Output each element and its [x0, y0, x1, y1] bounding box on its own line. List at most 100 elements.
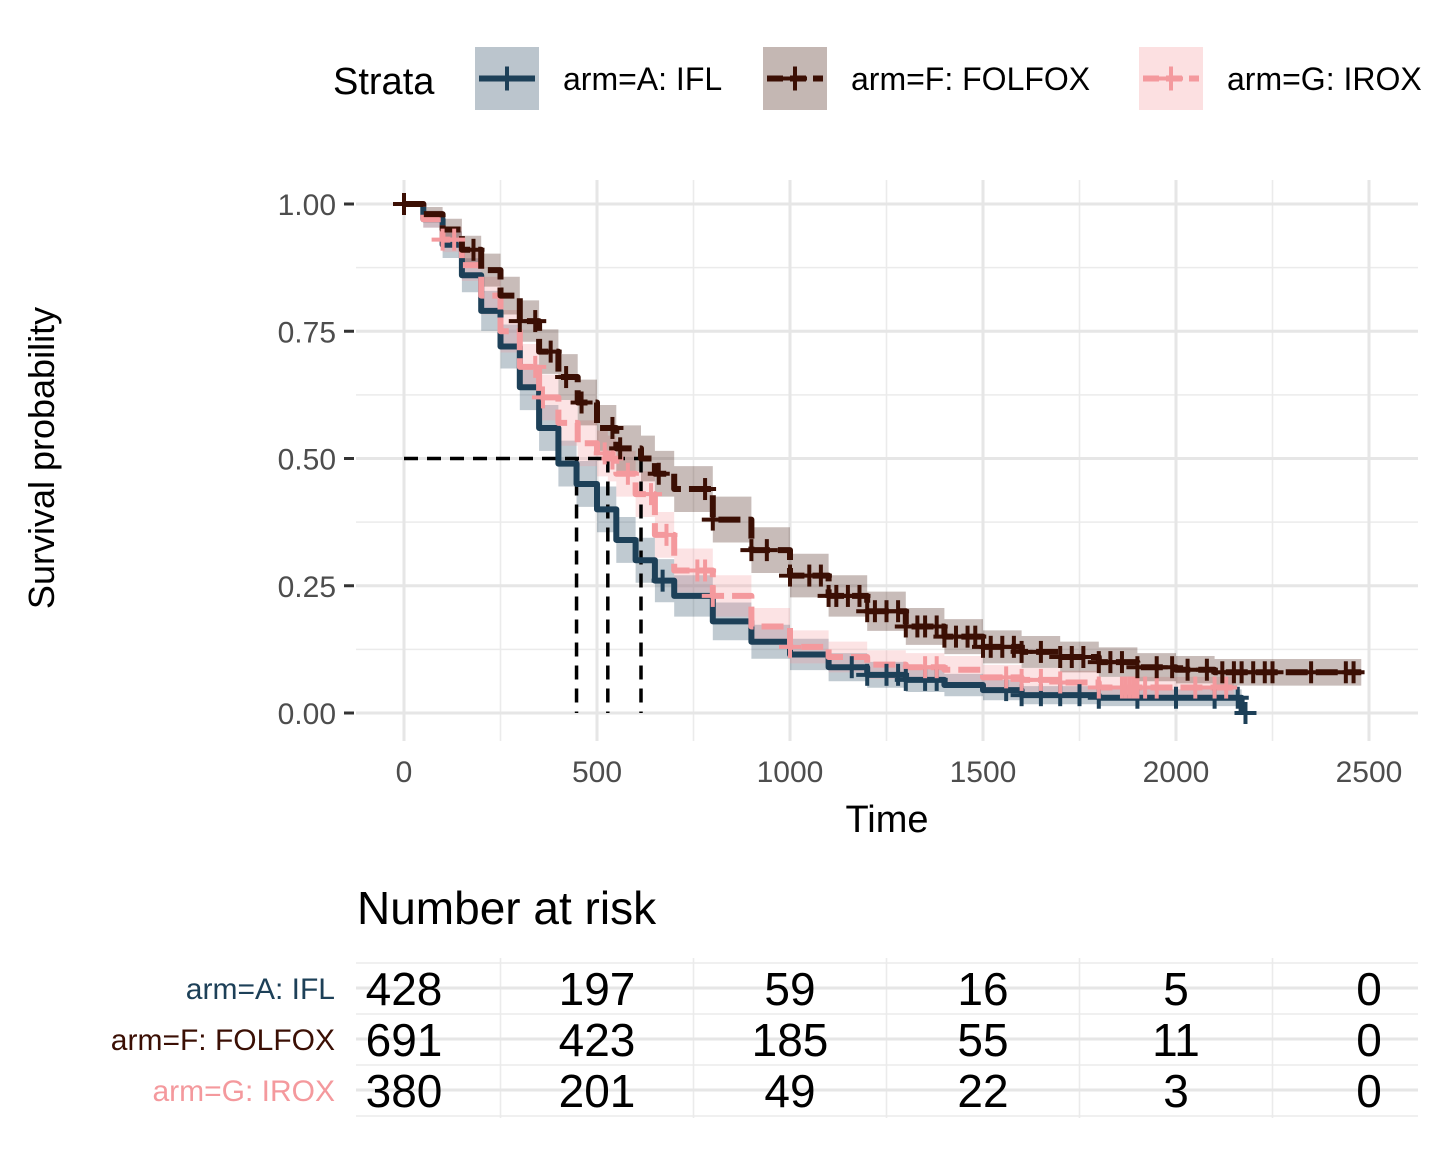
- risk-value: 49: [764, 1065, 815, 1117]
- censor-mark-arm-a-ifl: [1226, 686, 1249, 709]
- risk-table: Number at risk arm=A: IFL 428 197 59 16 5 0arm…: [111, 882, 1418, 1118]
- legend-item-arm-g-irox: arm=G: IROX: [1139, 47, 1422, 110]
- censor-mark-arm-f-folfox: [1261, 661, 1284, 684]
- x-tick-label: 0: [396, 756, 413, 789]
- risk-row-arm-a-ifl: arm=A: IFL 428 197 59 16 5 0: [186, 963, 1382, 1015]
- censor-mark-arm-g-irox: [779, 635, 801, 658]
- risk-table-title: Number at risk: [357, 882, 657, 934]
- risk-value: 0: [1356, 1014, 1382, 1066]
- censor-mark-arm-f-folfox: [609, 437, 632, 460]
- censor-mark-arm-g-irox: [1215, 676, 1238, 699]
- censor-mark-arm-f-folfox: [701, 508, 724, 531]
- risk-row-arm-f-folfox: arm=F: FOLFOX 691 423 185 55 11 0: [111, 1014, 1382, 1066]
- x-tick-label: 500: [572, 756, 622, 789]
- censor-mark-arm-f-folfox: [1300, 661, 1323, 684]
- legend-item-arm-f-folfox: arm=F: FOLFOX: [763, 47, 1090, 110]
- plot-area: 0.00 0.25 0.50 0.75 1.00 0 500 1000 1500 2000 2500: [278, 180, 1418, 789]
- censor-mark-arm-f-folfox: [570, 391, 593, 414]
- risk-value: 59: [764, 963, 815, 1015]
- risk-value: 3: [1163, 1065, 1189, 1117]
- censor-mark-arm-g-irox: [616, 462, 639, 485]
- legend-label-arm-g-irox: arm=G: IROX: [1227, 61, 1422, 97]
- risk-row-arm-g-irox: arm=G: IROX 380 201 49 22 3 0: [152, 1065, 1381, 1117]
- censor-mark-arm-f-folfox: [1110, 651, 1133, 674]
- censor-mark-arm-f-folfox: [1176, 658, 1199, 681]
- censor-mark-arm-g-irox: [524, 355, 547, 378]
- censor-mark-arm-g-irox: [640, 483, 663, 506]
- censor-mark-arm-g-irox: [443, 228, 466, 251]
- legend: Strata arm=A: IFL arm=F: FOLFOX arm=G: IRO…: [333, 47, 1422, 110]
- censor-mark-arm-f-folfox: [1195, 658, 1218, 681]
- risk-value: 5: [1163, 963, 1189, 1015]
- censor-mark-arm-f-folfox: [393, 193, 415, 215]
- censor-mark-arm-f-folfox: [1126, 656, 1149, 679]
- y-tick-label: 0.00: [278, 698, 336, 731]
- confidence-band-arm-g-irox: [404, 204, 1234, 699]
- censor-mark-arm-a-ifl: [651, 569, 674, 592]
- x-tick-label: 2000: [1143, 756, 1210, 789]
- censor-mark-arm-g-irox: [1184, 676, 1207, 699]
- censor-mark-arm-g-irox: [701, 584, 724, 607]
- risk-value: 380: [366, 1065, 443, 1117]
- risk-row-label: arm=A: IFL: [186, 973, 335, 1006]
- censor-mark-arm-a-ifl: [840, 656, 863, 679]
- risk-value: 428: [366, 963, 443, 1015]
- censor-mark-arm-f-folfox: [601, 416, 624, 439]
- censor-mark-arm-g-irox: [995, 666, 1018, 689]
- y-tick-label: 0.50: [278, 444, 336, 477]
- censor-mark-arm-f-folfox: [555, 366, 578, 389]
- censor-mark-arm-f-folfox: [755, 539, 778, 562]
- censor-mark-arm-g-irox: [925, 656, 948, 679]
- censor-mark-arm-g-irox: [531, 386, 554, 409]
- risk-value: 201: [559, 1065, 636, 1117]
- legend-title: Strata: [333, 61, 435, 103]
- censor-mark-arm-f-folfox: [1029, 640, 1052, 663]
- censor-mark-arm-f-folfox: [1072, 646, 1095, 669]
- censor-mark-arm-g-irox: [1145, 676, 1168, 699]
- censor-mark-arm-a-ifl: [1068, 684, 1091, 707]
- censor-mark-arm-f-folfox: [1010, 640, 1033, 663]
- y-tick-label: 0.75: [278, 316, 336, 349]
- censor-mark-arm-g-irox: [694, 559, 717, 582]
- censor-mark-arm-g-irox: [1010, 668, 1033, 691]
- censor-mark-arm-g-irox: [1087, 676, 1110, 699]
- censor-mark-arm-f-folfox: [1342, 661, 1365, 684]
- x-tick-label: 2500: [1336, 756, 1403, 789]
- risk-value: 0: [1356, 963, 1382, 1015]
- censor-mark-arm-g-irox: [1029, 668, 1052, 691]
- censor-mark-arm-a-ifl: [894, 668, 917, 691]
- y-axis-label: Survival probability: [21, 307, 62, 609]
- censor-mark-arm-f-folfox: [462, 238, 485, 261]
- censor-mark-arm-f-folfox: [887, 600, 910, 623]
- legend-item-arm-a-ifl: arm=A: IFL: [475, 47, 722, 110]
- censor-mark-arm-g-irox: [1049, 671, 1072, 694]
- x-tick-label: 1500: [950, 756, 1017, 789]
- censor-mark-arm-f-folfox: [524, 310, 547, 333]
- x-axis-label: Time: [845, 799, 928, 841]
- survival-curve-arm-g-irox: [404, 201, 1234, 691]
- censor-mark-arm-f-folfox: [694, 478, 717, 501]
- y-tick-label: 0.25: [278, 571, 336, 604]
- x-tick-label: 1000: [757, 756, 824, 789]
- risk-row-label: arm=F: FOLFOX: [111, 1024, 335, 1057]
- censor-mark-arm-f-folfox: [779, 564, 801, 587]
- legend-label-arm-f-folfox: arm=F: FOLFOX: [851, 61, 1090, 97]
- risk-row-label: arm=G: IROX: [152, 1075, 335, 1108]
- censor-mark-arm-f-folfox: [539, 340, 562, 363]
- censor-mark-arm-g-irox: [655, 523, 678, 546]
- risk-value: 22: [957, 1065, 1008, 1117]
- risk-value: 11: [1152, 1014, 1200, 1066]
- risk-value: 691: [366, 1014, 443, 1066]
- risk-value: 55: [957, 1014, 1008, 1066]
- censor-mark-arm-f-folfox: [1161, 656, 1184, 679]
- censor-mark-arm-f-folfox: [809, 564, 832, 587]
- y-tick-label: 1.00: [278, 189, 336, 222]
- risk-value: 197: [559, 963, 636, 1015]
- risk-value: 185: [752, 1014, 829, 1066]
- risk-value: 423: [559, 1014, 636, 1066]
- censor-mark-arm-f-folfox: [647, 462, 670, 485]
- risk-value: 0: [1356, 1065, 1382, 1117]
- censor-mark-arm-a-ifl: [1165, 686, 1187, 709]
- risk-value: 16: [957, 963, 1008, 1015]
